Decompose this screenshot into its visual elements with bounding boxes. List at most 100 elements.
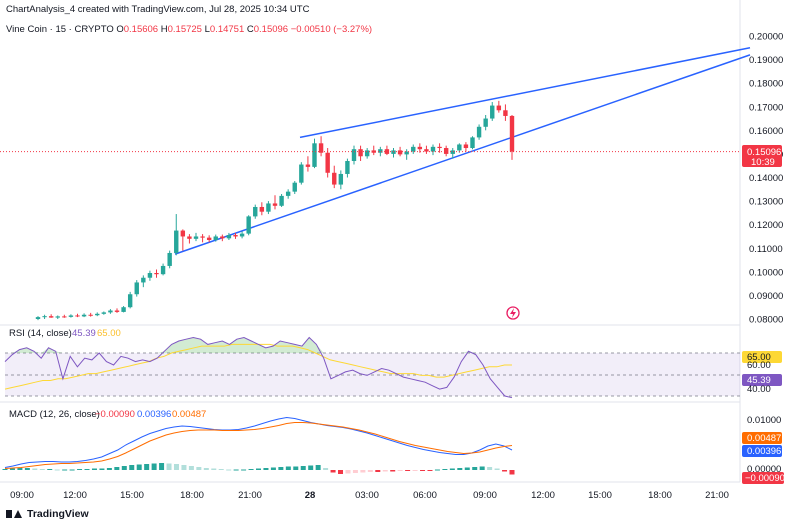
candle xyxy=(364,148,370,159)
macd-hist-bar xyxy=(367,470,373,472)
macd-hist-bar xyxy=(211,468,217,470)
candle xyxy=(154,269,159,278)
macd-hist-bar xyxy=(502,470,508,472)
candle xyxy=(55,315,60,319)
price-tick-9: 0.11000 xyxy=(749,244,783,255)
candle xyxy=(496,100,502,113)
macd-hist-bar xyxy=(420,470,426,471)
macd-hist-bar xyxy=(218,469,224,470)
alert-icon[interactable] xyxy=(506,306,520,320)
candle xyxy=(180,229,186,251)
symbol-name: Vine Coin · 15 · CRYPTO xyxy=(6,24,114,35)
candle xyxy=(384,145,390,156)
macd-hist-bar xyxy=(345,470,351,474)
macd-hist-bar xyxy=(323,468,329,470)
time-tick-3: 18:00 xyxy=(180,490,204,501)
time-tick-8: 09:00 xyxy=(473,490,497,501)
macd-hist-bar xyxy=(99,468,105,470)
macd-hist-bar xyxy=(84,469,90,470)
candle xyxy=(509,115,515,160)
candle xyxy=(378,146,383,157)
candle xyxy=(81,313,87,318)
macd-hist-bar xyxy=(121,466,127,470)
macd-hist-bar xyxy=(203,468,209,470)
macd-hist-bar xyxy=(494,468,500,470)
price-tick-1: 0.19000 xyxy=(749,55,783,66)
candle xyxy=(397,146,403,157)
rsi-ma-value: 65.00 xyxy=(97,328,121,339)
candle xyxy=(200,234,205,243)
macd-hist-bar xyxy=(166,463,172,470)
time-tick-4: 21:00 xyxy=(238,490,262,501)
candle xyxy=(450,148,455,159)
trendlines[interactable] xyxy=(174,47,751,255)
rsi-axis-65: 65.00 xyxy=(747,352,771,363)
time-tick-5: 28 xyxy=(305,490,316,501)
macd-hist-bar xyxy=(285,466,291,470)
price-tick-12: 0.08000 xyxy=(749,315,783,326)
candle xyxy=(266,201,271,215)
macd-hist-bar xyxy=(412,470,418,471)
macd-hist-bar xyxy=(181,465,187,470)
rsi-axis: 65.00 60.00 45.39 40.00 xyxy=(742,351,782,395)
low-label: L xyxy=(204,24,210,35)
candle xyxy=(404,149,409,160)
macd-hist-bar xyxy=(173,464,179,470)
candle xyxy=(503,104,508,121)
macd-hist-value: −0.00090 xyxy=(95,409,135,420)
macd-hist-bar xyxy=(226,469,232,471)
macd-hist-bar xyxy=(144,464,150,470)
candle xyxy=(371,145,376,156)
candle xyxy=(48,314,54,318)
close-label: C xyxy=(246,24,254,35)
price-tick-4: 0.16000 xyxy=(749,126,783,137)
macd-hist-bar xyxy=(32,468,38,470)
candle xyxy=(424,145,429,154)
candle xyxy=(62,314,67,318)
candle xyxy=(127,291,133,309)
candle xyxy=(134,280,139,297)
low-value: 0.14751 xyxy=(209,24,245,35)
candles xyxy=(35,100,515,321)
macd-hist-bar xyxy=(315,465,321,470)
current-price-badge: 0.15096 10:39 xyxy=(742,145,782,168)
candle xyxy=(358,145,363,161)
macd-hist-bar xyxy=(69,469,75,471)
candle xyxy=(470,136,475,150)
high-label: H xyxy=(160,24,168,35)
macd-histogram xyxy=(2,463,515,475)
time-tick-11: 18:00 xyxy=(648,490,672,501)
macd-hist-bar xyxy=(248,469,254,470)
macd-line xyxy=(4,416,513,468)
time-axis: 09:00 12:00 15:00 18:00 21:00 28 03:00 06:00 09:… xyxy=(10,490,729,501)
candle xyxy=(332,165,337,189)
chart-attribution: ChartAnalysis_4 created with TradingView… xyxy=(6,4,310,15)
symbol-legend: Vine Coin · 15 · CRYPTO O0.15606 H0.1572… xyxy=(6,24,372,35)
macd-axis-0.01: 0.01000 xyxy=(747,415,781,426)
candle xyxy=(187,234,192,244)
macd-hist-bar xyxy=(390,470,396,472)
macd-axis-signal: 0.00487 xyxy=(747,433,781,444)
price-tick-8: 0.12000 xyxy=(749,220,783,231)
candle xyxy=(318,136,324,157)
macd-hist-bar xyxy=(442,469,448,470)
candle xyxy=(141,275,146,288)
candle xyxy=(68,314,74,318)
macd-hist-bar xyxy=(464,467,470,470)
candle xyxy=(193,232,199,242)
time-tick-12: 21:00 xyxy=(705,490,729,501)
macd-hist-bar xyxy=(293,466,299,470)
candle xyxy=(285,189,291,199)
macd-axis: 0.01000 0.00487 0.00396 0.00000 −0.00090 xyxy=(742,415,785,484)
candle xyxy=(174,214,179,256)
candle xyxy=(160,263,166,276)
candle xyxy=(391,148,396,158)
trendline-lower xyxy=(174,54,751,255)
price-tick-2: 0.18000 xyxy=(749,79,783,90)
macd-hist-bar xyxy=(449,468,455,470)
macd-hist-bar xyxy=(106,468,112,470)
price-tick-3: 0.17000 xyxy=(749,102,783,113)
rsi-axis-40: 40.00 xyxy=(747,384,771,395)
candle xyxy=(417,143,423,153)
